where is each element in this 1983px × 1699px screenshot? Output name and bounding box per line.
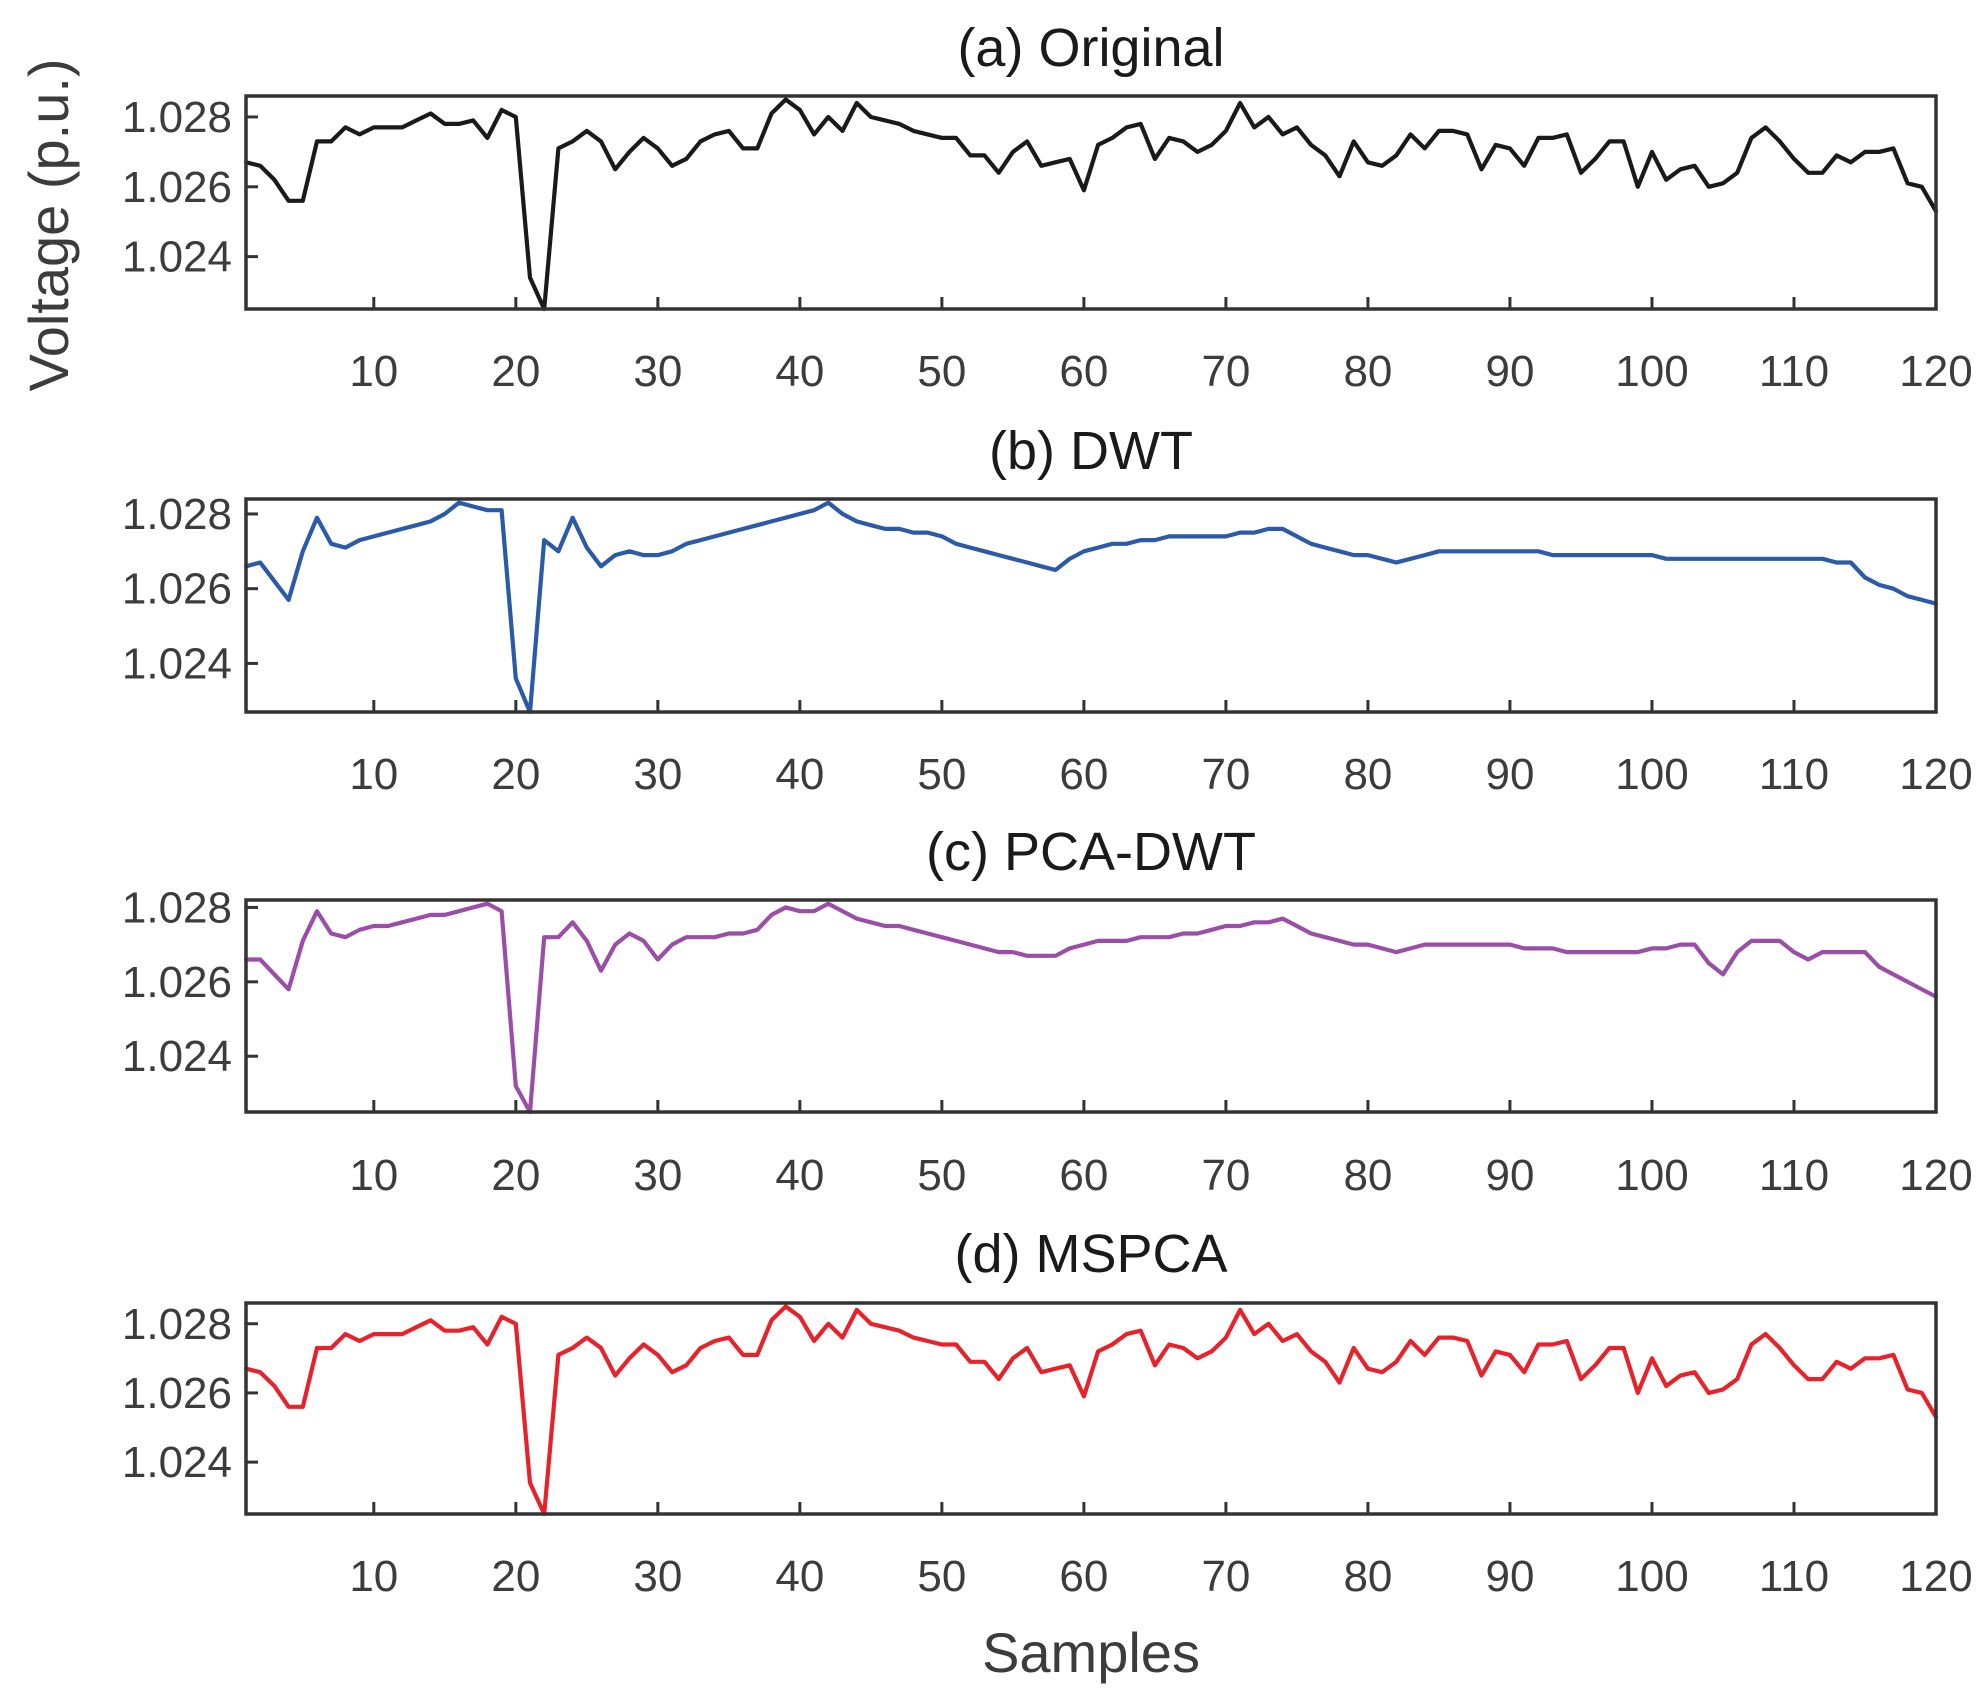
y-tick-label: 1.024: [122, 639, 232, 688]
x-tick-label: 70: [1201, 1552, 1250, 1601]
x-tick-label: 10: [349, 750, 398, 799]
x-tick-label: 70: [1201, 347, 1250, 396]
x-tick-label: 40: [775, 1552, 824, 1601]
x-tick-label: 50: [917, 1552, 966, 1601]
x-tick-label: 90: [1485, 750, 1534, 799]
x-tick-label: 30: [633, 347, 682, 396]
x-tick-label: 20: [491, 1151, 540, 1200]
plot-frame-2: [244, 497, 1938, 714]
y-tick-label: 1.024: [122, 1438, 232, 1487]
x-tick-label: 60: [1059, 1151, 1108, 1200]
series-line-3-1: [243, 901, 1939, 1115]
x-tick-label: 100: [1615, 750, 1688, 799]
x-tick-label: 60: [1059, 1552, 1108, 1601]
x-tick-label: 110: [1759, 750, 1829, 799]
panel-title-2: (b) DWT: [989, 421, 1193, 481]
x-tick-label: 40: [775, 750, 824, 799]
plot-frame-3: [244, 898, 1938, 1114]
x-tick-label: 30: [633, 1552, 682, 1601]
x-tick-label: 60: [1059, 750, 1108, 799]
x-axis-label: Samples: [982, 1621, 1200, 1684]
series-line-2-1: [243, 500, 1939, 715]
x-tick-label: 80: [1343, 347, 1392, 396]
y-tick-label: 1.028: [122, 1300, 232, 1349]
x-tick-label: 100: [1615, 347, 1688, 396]
x-tick-label: 10: [349, 347, 398, 396]
x-tick-label: 10: [349, 1151, 398, 1200]
y-axis-label: Voltage (p.u.): [17, 58, 80, 391]
y-tick-label: 1.026: [122, 1369, 232, 1418]
y-tick-label: 1.028: [122, 883, 232, 932]
x-tick-label: 80: [1343, 1552, 1392, 1601]
y-tick-label: 1.026: [122, 163, 232, 212]
x-tick-label: 10: [349, 1552, 398, 1601]
x-tick-label: 100: [1615, 1151, 1688, 1200]
x-tick-label: 50: [917, 750, 966, 799]
x-tick-label: 120: [1899, 1151, 1972, 1200]
y-tick-label: 1.028: [122, 93, 232, 142]
x-tick-label: 80: [1343, 1151, 1392, 1200]
x-tick-label: 20: [491, 1552, 540, 1601]
x-tick-label: 70: [1201, 1151, 1250, 1200]
x-tick-label: 90: [1485, 1552, 1534, 1601]
x-tick-label: 70: [1201, 750, 1250, 799]
x-tick-label: 50: [917, 1151, 966, 1200]
x-tick-label: 30: [633, 750, 682, 799]
x-tick-label: 90: [1485, 1151, 1534, 1200]
x-tick-label: 60: [1059, 347, 1108, 396]
series-line-4-1: [243, 1304, 1939, 1517]
x-tick-label: 100: [1615, 1552, 1688, 1601]
x-tick-label: 50: [917, 347, 966, 396]
plot-frame-4: [244, 1301, 1938, 1516]
panel-title-1: (a) Original: [957, 18, 1224, 78]
x-tick-label: 30: [633, 1151, 682, 1200]
plot-frame-1: [244, 94, 1938, 311]
panel-title-4: (d) MSPCA: [954, 1224, 1227, 1284]
x-tick-label: 40: [775, 1151, 824, 1200]
panel-title-3: (c) PCA-DWT: [926, 822, 1256, 882]
y-tick-label: 1.026: [122, 958, 232, 1007]
y-tick-label: 1.024: [122, 233, 232, 282]
x-tick-label: 110: [1759, 1552, 1829, 1601]
x-tick-label: 80: [1343, 750, 1392, 799]
y-tick-label: 1.026: [122, 565, 232, 614]
y-tick-label: 1.028: [122, 490, 232, 539]
x-tick-label: 20: [491, 347, 540, 396]
x-tick-label: 20: [491, 750, 540, 799]
x-tick-label: 90: [1485, 347, 1534, 396]
y-tick-label: 1.024: [122, 1032, 232, 1081]
series-line-1-1: [243, 97, 1939, 312]
x-tick-label: 120: [1899, 347, 1972, 396]
x-tick-label: 120: [1899, 1552, 1972, 1601]
x-tick-label: 40: [775, 347, 824, 396]
x-tick-label: 120: [1899, 750, 1972, 799]
x-tick-label: 110: [1759, 1151, 1829, 1200]
x-tick-label: 110: [1759, 347, 1829, 396]
